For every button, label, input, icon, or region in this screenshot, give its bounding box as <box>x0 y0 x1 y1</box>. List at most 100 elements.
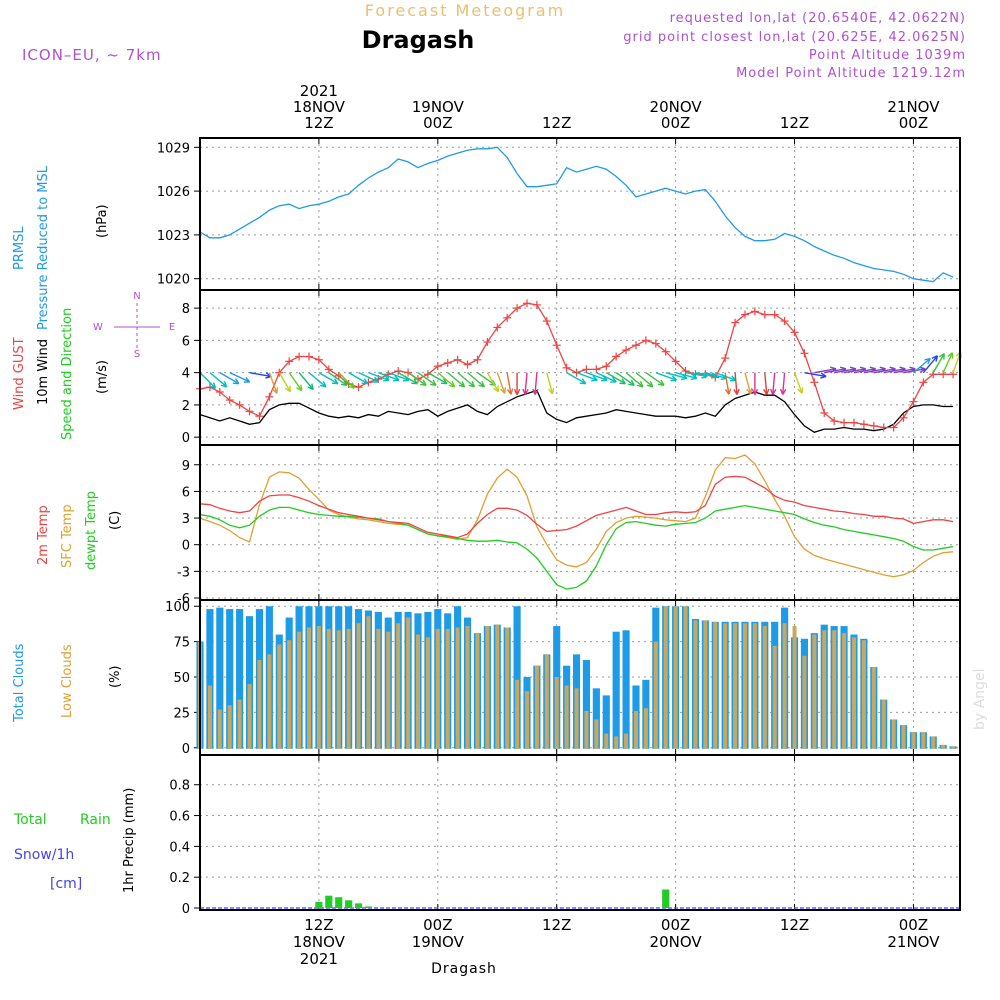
total-cloud-bar <box>216 607 224 749</box>
wind-arrow-head <box>601 379 608 382</box>
low-cloud-bar <box>505 627 510 749</box>
low-cloud-bar <box>495 624 500 749</box>
time-label-bottom: 21NOV <box>887 933 940 951</box>
wind-arrow-shaft <box>338 372 355 389</box>
panel-clouds: 0 25 50 75 100 <box>165 600 960 757</box>
wind-arrow-shaft <box>318 372 339 385</box>
low-cloud-bar <box>415 634 420 749</box>
time-label-bottom: 20NOV <box>650 933 703 951</box>
wind-arrow <box>378 371 400 382</box>
low-cloud-bar <box>802 655 807 749</box>
wind-10m-line <box>199 389 954 434</box>
wind-arrow-head <box>646 384 654 388</box>
low-cloud-bar <box>564 685 569 749</box>
low-clouds-label: Low Clouds <box>60 644 75 718</box>
temp-panel-labels: 2m Temp SFC Temp dewpt Temp (C) <box>36 491 123 570</box>
low-cloud-bar <box>832 630 837 749</box>
time-label-top: 12Z <box>780 114 809 132</box>
wind-panel-labels: Wind GUST 10m Wind Speed and Direction (… <box>12 291 175 440</box>
wind-arrow-head <box>468 384 475 388</box>
wind-arrow-head <box>849 366 857 370</box>
wind-arrow-head <box>763 389 768 395</box>
rain-bar <box>662 889 670 908</box>
wind-arrow <box>942 352 954 373</box>
wind-arrow-shaft <box>427 372 448 385</box>
wind-arrow-shaft <box>467 372 485 388</box>
wind-arrow-shaft <box>378 371 400 381</box>
wind-arrow-head <box>300 384 303 391</box>
wind-arrow-head <box>522 388 526 395</box>
wind-arrow-shaft <box>249 371 272 378</box>
wind-arrow-head <box>869 366 876 370</box>
wind-arrow-head <box>343 379 348 386</box>
wind-arrow-shaft <box>932 353 945 373</box>
time-label-top: 00Z <box>661 114 690 132</box>
low-cloud-bar <box>951 746 956 749</box>
panel-wind: 0 2 4 6 8 <box>182 290 962 446</box>
wind-arrow-head <box>657 383 665 386</box>
wind-arrow-shaft <box>576 371 598 381</box>
wind-arrow <box>665 371 688 381</box>
wind-arrow <box>318 372 339 385</box>
wind-arrow-head <box>351 382 355 389</box>
wind-arrow-shaft <box>782 372 786 395</box>
wind-arrow <box>368 371 390 382</box>
y-tick-label: 4 <box>182 367 190 382</box>
wind-arrow-head <box>628 383 635 386</box>
total-cloud-bar <box>602 695 610 749</box>
total-cloud-bar <box>236 609 244 749</box>
low-cloud-bar <box>723 623 728 749</box>
wind-arrow-shaft <box>893 368 916 374</box>
wind-arrow-head <box>724 389 730 395</box>
low-cloud-bar <box>386 631 391 749</box>
panels: 102010231026102902468-6-3036902550751000… <box>157 137 962 917</box>
low-cloud-bar <box>911 732 916 749</box>
wind-arrow <box>546 372 555 395</box>
wind-arrow <box>596 372 617 383</box>
wind-arrow-shaft <box>486 372 499 393</box>
wind-arrow-shaft <box>546 372 554 395</box>
low-cloud-bar <box>524 691 529 749</box>
compass-rose: N S W E <box>93 291 175 360</box>
wind-arrow-shaft <box>834 368 856 374</box>
wind-arrow-head <box>429 383 437 386</box>
wind-arrow <box>625 372 644 388</box>
temp-2m-line <box>199 475 954 539</box>
low-cloud-bar <box>217 709 222 749</box>
wind-arrow-head <box>532 388 536 395</box>
temp-sfc-line <box>199 454 954 578</box>
low-cloud-bar <box>643 708 648 749</box>
low-cloud-bar <box>733 623 738 749</box>
time-label-top: 18NOV <box>293 98 346 116</box>
location-title: Dragash <box>362 26 475 54</box>
wind-arrow-head <box>924 357 931 361</box>
wind-arrow-head <box>766 388 770 395</box>
low-cloud-bar <box>366 616 371 749</box>
low-cloud-bar <box>931 736 936 749</box>
y-tick-label: 0 <box>182 539 190 554</box>
wind-arrow-shaft <box>942 352 954 373</box>
wind-arrow-head <box>319 384 327 388</box>
total-cloud-bar <box>582 660 591 749</box>
wind-arrow <box>513 372 521 395</box>
wind-arrow-head <box>909 366 916 370</box>
wind-arrow <box>751 372 759 395</box>
wind-arrow-head <box>947 352 953 358</box>
wind-arrow-head <box>510 388 514 395</box>
wind-arrow <box>467 372 486 388</box>
time-label-bottom: 18NOV <box>293 933 346 951</box>
wind-arrow-head <box>691 373 698 379</box>
wind-arrow <box>199 372 217 389</box>
wind-arrow-head <box>779 388 784 395</box>
wind-arrow-shaft <box>506 372 512 395</box>
wind-arrow-head <box>348 385 355 389</box>
panel-precip: 0 0.2 0.4 0.6 0.8 <box>169 755 960 917</box>
wind-arrow <box>338 372 355 389</box>
rain-bar <box>354 903 363 908</box>
temp-2m-label: 2m Temp <box>36 505 51 565</box>
wind-arrow-head <box>935 355 939 362</box>
low-cloud-bar <box>326 628 331 749</box>
wind-arrow-head <box>754 388 759 395</box>
wind-arrow-head <box>690 377 698 381</box>
